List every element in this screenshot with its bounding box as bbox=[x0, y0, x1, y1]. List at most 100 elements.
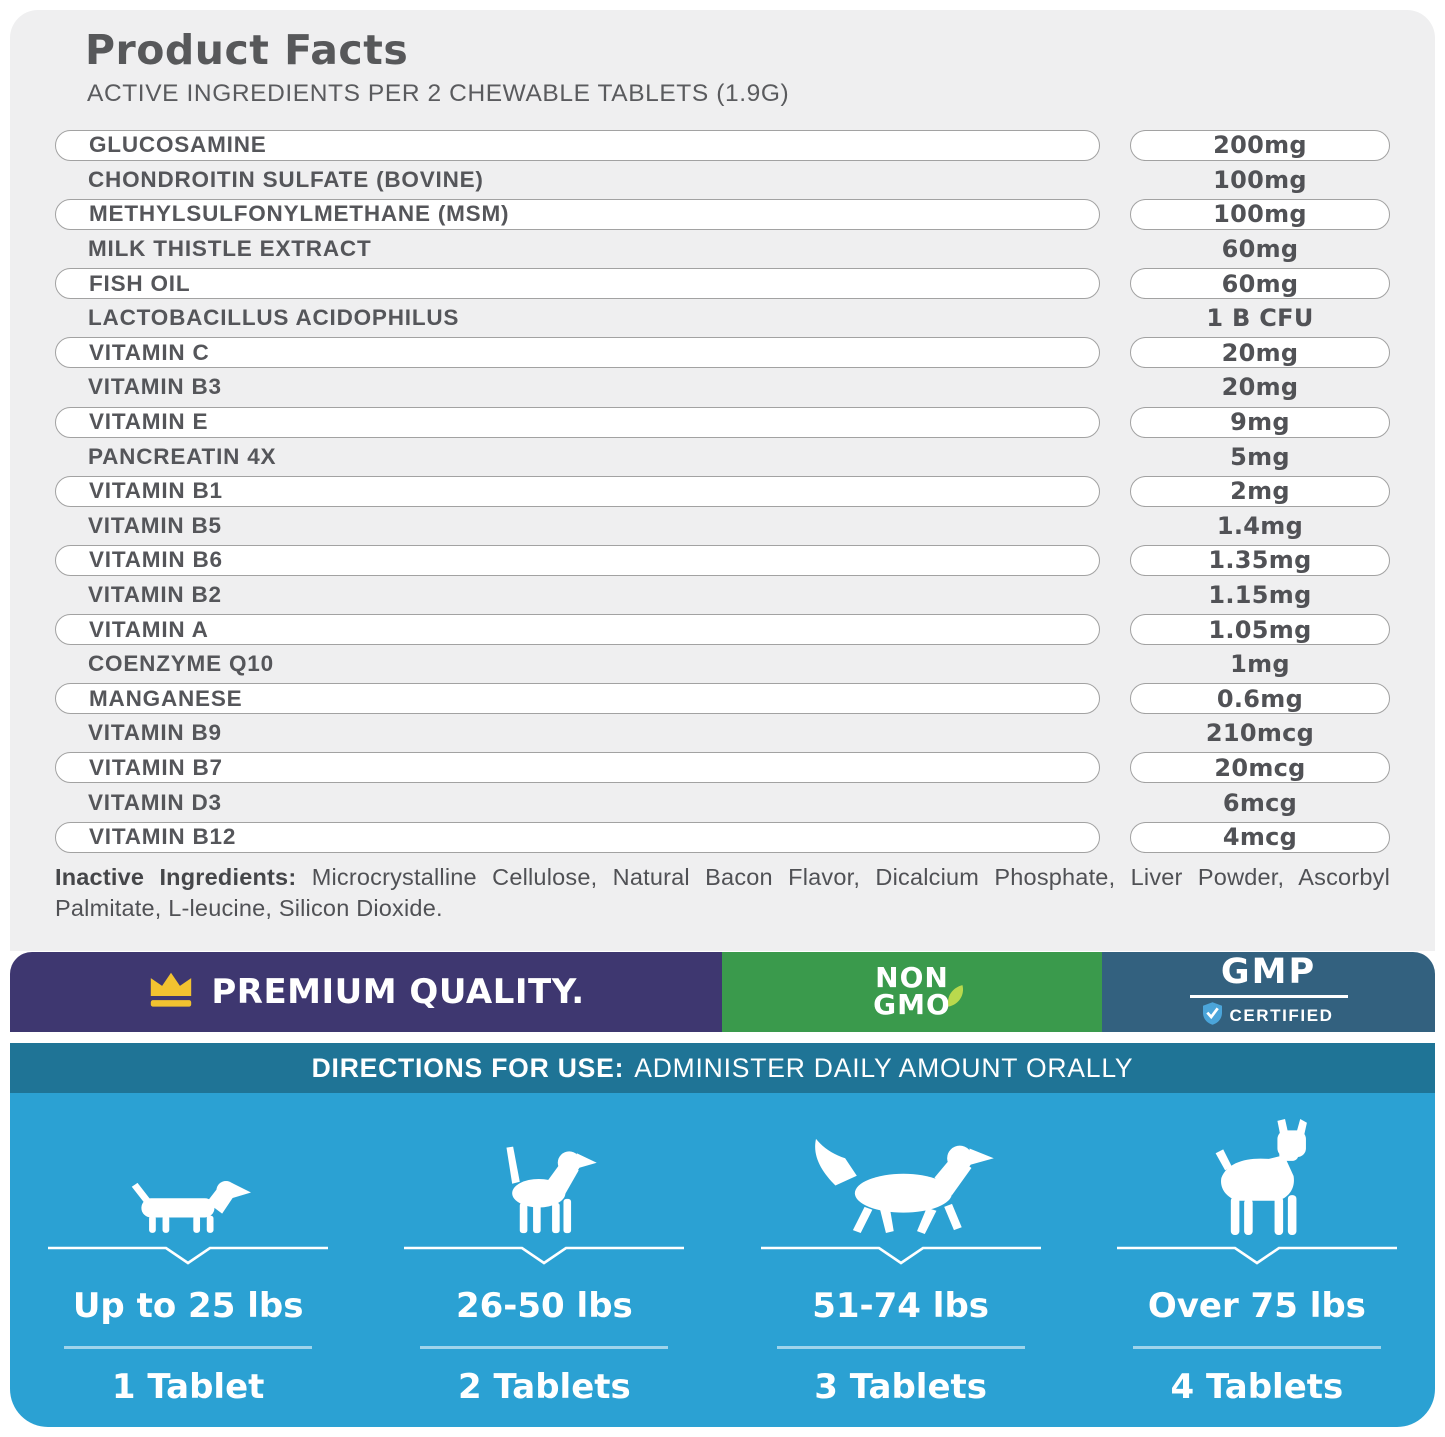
ingredient-amount: 1.15mg bbox=[1208, 581, 1312, 610]
ingredient-name: VITAMIN B12 bbox=[55, 821, 1100, 853]
ingredient-amount: 100mg bbox=[1213, 165, 1307, 194]
leaf-icon bbox=[944, 985, 966, 1012]
ingredient-name: CHONDROITIN SULFATE (BOVINE) bbox=[88, 166, 484, 192]
ingredient-name: VITAMIN B2 bbox=[88, 582, 222, 608]
ingredient-name: VITAMIN C bbox=[55, 337, 1100, 369]
crown-icon bbox=[147, 971, 195, 1014]
ingredient-row: LACTOBACILLUS ACIDOPHILUS 1 B CFU bbox=[55, 301, 1390, 336]
dosage-column: 26-50 lbs 2 Tablets bbox=[366, 1117, 722, 1427]
ingredient-amount: 5mg bbox=[1230, 442, 1290, 471]
chevron-divider bbox=[1116, 1245, 1397, 1272]
ingredient-row: CHONDROITIN SULFATE (BOVINE) 100mg bbox=[55, 163, 1390, 198]
puppy-icon bbox=[489, 1117, 599, 1235]
ingredient-row: VITAMIN B6 1.35mg bbox=[55, 543, 1390, 578]
ingredient-amount: 1.35mg bbox=[1130, 544, 1390, 576]
retriever-icon bbox=[806, 1117, 996, 1235]
dose-divider bbox=[64, 1346, 313, 1349]
dosage-column: 51-74 lbs 3 Tablets bbox=[723, 1117, 1079, 1427]
ingredient-name: MANGANESE bbox=[55, 683, 1100, 715]
gmp-divider bbox=[1189, 994, 1348, 998]
dosage-column: Over 75 lbs 4 Tablets bbox=[1079, 1117, 1435, 1427]
ingredient-row: PANCREATIN 4X 5mg bbox=[55, 439, 1390, 474]
ingredient-row: GLUCOSAMINE 200mg bbox=[55, 128, 1390, 163]
ingredient-name: VITAMIN E bbox=[55, 406, 1100, 438]
weight-label: Over 75 lbs bbox=[1147, 1286, 1366, 1326]
directions-text: ADMINISTER DAILY AMOUNT ORALLY bbox=[634, 1052, 1134, 1083]
gmp-certified-label: CERTIFIED bbox=[1229, 1005, 1334, 1025]
ingredient-name: VITAMIN B9 bbox=[88, 720, 222, 746]
premium-quality-badge: PREMIUM QUALITY. bbox=[10, 952, 722, 1032]
ingredient-name: VITAMIN B1 bbox=[55, 475, 1100, 507]
non-gmo-line1: NON bbox=[875, 961, 949, 995]
ingredient-row: MANGANESE 0.6mg bbox=[55, 682, 1390, 717]
non-gmo-line2: GMO bbox=[873, 988, 951, 1021]
ingredient-row: VITAMIN A 1.05mg bbox=[55, 612, 1390, 647]
ingredient-amount: 1.4mg bbox=[1216, 511, 1304, 540]
dosage-section: Up to 25 lbs 1 Tablet 26-50 lbs 2 Tablets 51… bbox=[10, 1093, 1435, 1427]
ingredient-amount: 2mg bbox=[1130, 475, 1390, 507]
dose-divider bbox=[1132, 1346, 1381, 1349]
ingredient-row: VITAMIN C 20mg bbox=[55, 336, 1390, 371]
dose-label: 1 Tablet bbox=[111, 1366, 265, 1407]
ingredient-row: VITAMIN B7 20mcg bbox=[55, 751, 1390, 786]
gmp-badge: GMP CERTIFIED bbox=[1102, 952, 1435, 1032]
ingredient-amount: 20mg bbox=[1221, 373, 1299, 402]
ingredient-amount: 1mg bbox=[1230, 650, 1290, 679]
ingredient-name: METHYLSULFONYLMETHANE (MSM) bbox=[55, 198, 1100, 230]
ingredient-name: VITAMIN B6 bbox=[55, 544, 1100, 576]
ingredient-amount: 20mg bbox=[1130, 337, 1390, 369]
gmp-title: GMP bbox=[1220, 951, 1317, 992]
dachshund-icon bbox=[126, 1117, 251, 1235]
directions-bar: DIRECTIONS FOR USE: ADMINISTER DAILY AMO… bbox=[10, 1043, 1435, 1093]
premium-quality-label: PREMIUM QUALITY. bbox=[211, 972, 585, 1012]
ingredient-name: LACTOBACILLUS ACIDOPHILUS bbox=[88, 305, 460, 331]
ingredient-row: COENZYME Q10 1mg bbox=[55, 647, 1390, 682]
ingredient-row: VITAMIN B12 4mcg bbox=[55, 820, 1390, 855]
ingredient-name: VITAMIN B3 bbox=[88, 374, 222, 400]
badge-row: PREMIUM QUALITY. NON GMO GMP CERTIFIED bbox=[10, 952, 1435, 1032]
dose-label: 4 Tablets bbox=[1170, 1366, 1344, 1407]
ingredient-row: VITAMIN E 9mg bbox=[55, 405, 1390, 440]
ingredient-amount: 60mg bbox=[1221, 235, 1299, 264]
ingredient-row: FISH OIL 60mg bbox=[55, 266, 1390, 301]
ingredient-amount: 20mcg bbox=[1130, 752, 1390, 784]
inactive-ingredients-text: Microcrystalline Cellulose, Natural Baco… bbox=[55, 864, 1390, 922]
ingredient-amount: 200mg bbox=[1130, 129, 1390, 161]
ingredient-name: GLUCOSAMINE bbox=[55, 129, 1100, 161]
ingredient-list: GLUCOSAMINE 200mg CHONDROITIN SULFATE (BOV… bbox=[55, 128, 1390, 854]
ingredient-name: VITAMIN B5 bbox=[88, 512, 222, 538]
page-title: Product Facts bbox=[85, 26, 409, 74]
ingredient-row: MILK THISTLE EXTRACT 60mg bbox=[55, 232, 1390, 267]
ingredient-amount: 210mcg bbox=[1205, 719, 1315, 748]
ingredient-row: VITAMIN B5 1.4mg bbox=[55, 509, 1390, 544]
shield-check-icon bbox=[1203, 1001, 1223, 1030]
ingredient-amount: 9mg bbox=[1130, 406, 1390, 438]
page-subtitle: ACTIVE INGREDIENTS PER 2 CHEWABLE TABLET… bbox=[87, 80, 790, 107]
ingredient-amount: 6mcg bbox=[1222, 788, 1298, 817]
ingredient-amount: 1.05mg bbox=[1130, 614, 1390, 646]
ingredient-row: VITAMIN D3 6mcg bbox=[55, 785, 1390, 820]
ingredient-name: VITAMIN A bbox=[55, 614, 1100, 646]
ingredient-amount: 4mcg bbox=[1130, 821, 1390, 853]
chevron-divider bbox=[404, 1245, 685, 1272]
dose-divider bbox=[420, 1346, 669, 1349]
ingredient-amount: 60mg bbox=[1130, 268, 1390, 300]
inactive-ingredients: Inactive Ingredients: Microcrystalline C… bbox=[55, 862, 1390, 924]
ingredient-row: VITAMIN B3 20mg bbox=[55, 370, 1390, 405]
dose-label: 3 Tablets bbox=[814, 1366, 988, 1407]
non-gmo-label: NON GMO bbox=[873, 961, 963, 1021]
weight-label: Up to 25 lbs bbox=[72, 1286, 304, 1326]
ingredient-amount: 0.6mg bbox=[1130, 683, 1390, 715]
ingredient-name: MILK THISTLE EXTRACT bbox=[88, 236, 372, 262]
ingredient-row: VITAMIN B2 1.15mg bbox=[55, 578, 1390, 613]
dose-divider bbox=[776, 1346, 1025, 1349]
ingredient-name: COENZYME Q10 bbox=[88, 651, 274, 677]
dosage-column: Up to 25 lbs 1 Tablet bbox=[10, 1117, 366, 1427]
ingredient-name: VITAMIN B7 bbox=[55, 752, 1100, 784]
ingredient-name: PANCREATIN 4X bbox=[88, 443, 277, 469]
boxer-icon bbox=[1184, 1117, 1329, 1235]
ingredient-row: VITAMIN B1 2mg bbox=[55, 474, 1390, 509]
ingredient-row: VITAMIN B9 210mcg bbox=[55, 716, 1390, 751]
inactive-ingredients-label: Inactive Ingredients: bbox=[55, 864, 297, 890]
non-gmo-badge: NON GMO bbox=[722, 952, 1102, 1032]
